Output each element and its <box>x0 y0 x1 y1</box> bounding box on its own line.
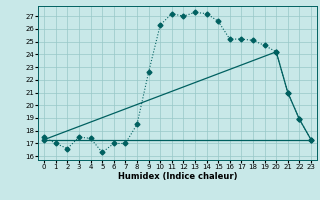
X-axis label: Humidex (Indice chaleur): Humidex (Indice chaleur) <box>118 172 237 181</box>
